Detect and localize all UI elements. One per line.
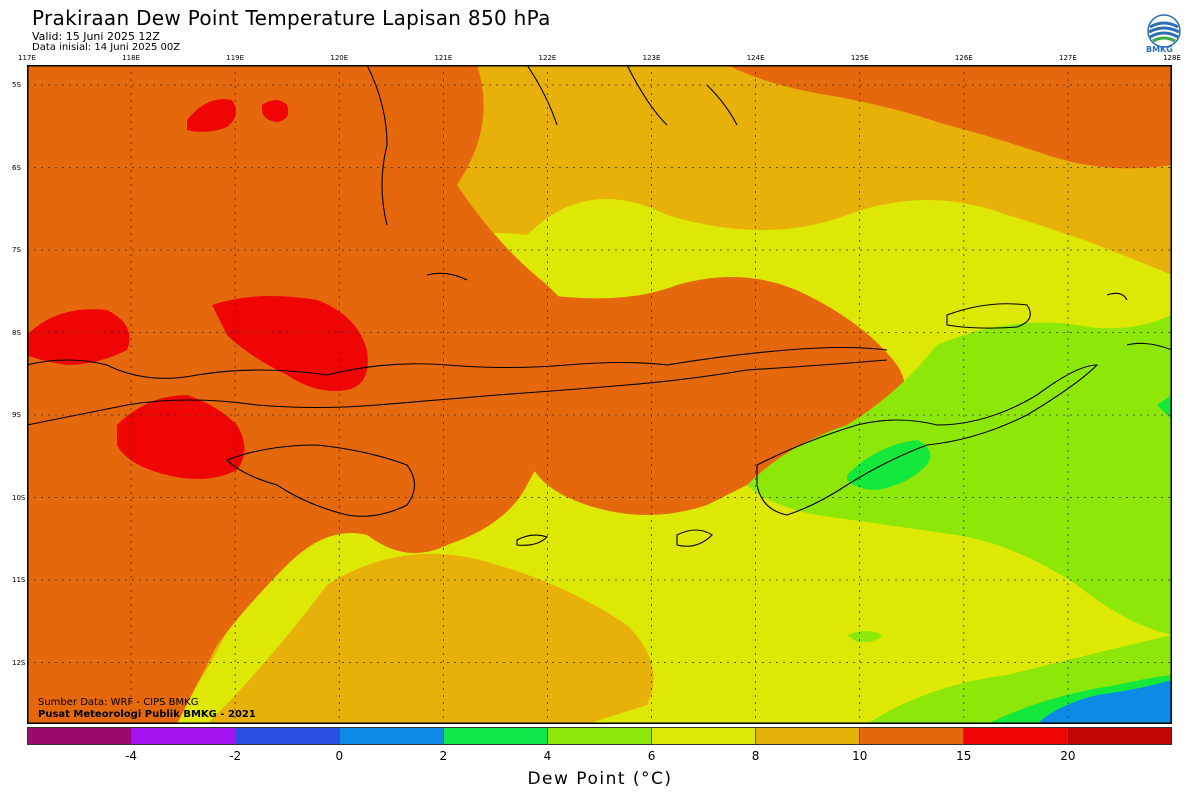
colorbar-segment — [548, 728, 652, 744]
latitude-label: 7S — [12, 246, 21, 254]
field-red-1 — [27, 309, 130, 365]
field-orange-west — [27, 65, 619, 724]
field-green-east — [747, 315, 1172, 635]
latitude-label: 9S — [12, 411, 21, 419]
latitude-label: 8S — [12, 328, 21, 337]
longitude-label: 125E — [850, 54, 869, 62]
coast-islands-ne — [526, 65, 738, 126]
graticule — [27, 65, 1172, 724]
bmkg-logo — [1147, 14, 1181, 48]
colorbar-tick-label: 8 — [751, 749, 760, 763]
field-red-4 — [187, 99, 236, 132]
longitude-label: 127E — [1059, 54, 1077, 62]
init-time: Data inisial: 14 Juni 2025 00Z — [32, 42, 181, 53]
colorbar-segment — [444, 728, 548, 744]
coast-atauro — [1106, 292, 1172, 351]
field-red-3 — [117, 395, 245, 479]
colorbar-tick-label: 20 — [1060, 749, 1076, 763]
coast-rote — [676, 529, 713, 547]
colorbar-segment — [860, 728, 964, 744]
colorbar-segment — [28, 728, 132, 744]
longitude-label: 119E — [226, 54, 245, 62]
logo-text: BMKG — [1146, 45, 1173, 54]
latitude-label: 11S — [12, 576, 26, 584]
colorbar-tick-label: -2 — [229, 749, 242, 763]
colorbar-segment — [132, 728, 236, 744]
longitude-label: 128E — [1163, 54, 1181, 62]
longitude-label: 126E — [954, 54, 973, 62]
field-amber-south — [207, 553, 654, 724]
latitude-label: 5S — [12, 81, 21, 89]
coast-lombok-sumbawa-south — [27, 359, 888, 426]
field-bright-green-edge — [1157, 395, 1172, 420]
longitude-label: 118E — [122, 54, 140, 62]
longitude-label: 117E — [18, 54, 36, 62]
coast-sumba — [226, 444, 416, 517]
colorbar-tick-label: 6 — [647, 749, 656, 763]
longitude-label: 123E — [642, 54, 661, 62]
field-orange-northeast — [727, 65, 1172, 169]
colorbar-tick-label: 0 — [335, 749, 344, 763]
coast-wetar — [946, 303, 1031, 329]
coast-lombok-sumbawa — [27, 346, 888, 379]
dew-point-map — [27, 65, 1172, 724]
latitude-label: 12S — [12, 658, 26, 667]
colorbar-segment — [1068, 728, 1171, 744]
latitude-label: 6S — [12, 163, 21, 172]
longitude-label: 121E — [434, 54, 453, 62]
field-blue — [1037, 680, 1172, 724]
longitude-label: 124E — [746, 54, 765, 62]
field-red-5 — [262, 100, 289, 122]
colorbar-tick-label: 15 — [956, 749, 972, 763]
colorbar-segment — [652, 728, 756, 744]
longitude-label: 120E — [330, 54, 349, 62]
colorbar-segment — [756, 728, 860, 744]
colorbar-tick-label: 4 — [543, 749, 552, 763]
latitude-label: 10S — [12, 493, 26, 502]
coast-flores-north — [426, 272, 468, 281]
colorbar-segment — [340, 728, 444, 744]
colorbar — [27, 727, 1172, 745]
credit-org: Pusat Meteorologi Publik BMKG - 2021 — [38, 709, 256, 720]
colorbar-tick-label: 2 — [439, 749, 448, 763]
valid-time: Valid: 15 Juni 2025 12Z — [32, 30, 160, 43]
coast-sulawesi — [366, 65, 388, 226]
map-frame — [27, 65, 1172, 724]
field-red-2 — [212, 296, 368, 391]
colorbar-title: Dew Point (°C) — [527, 769, 673, 789]
longitude-label: 122E — [538, 54, 557, 62]
map-title: Prakiraan Dew Point Temperature Lapisan … — [32, 6, 551, 30]
colorbar-segment — [236, 728, 340, 744]
colorbar-segment — [964, 728, 1068, 744]
credit-source: Sumber Data: WRF - CIPS BMKG — [38, 697, 199, 708]
field-green-small — [847, 631, 882, 643]
colorbar-tick-label: 10 — [852, 749, 868, 763]
coast-savu — [516, 534, 549, 546]
colorbar-tick-label: -4 — [125, 749, 138, 763]
